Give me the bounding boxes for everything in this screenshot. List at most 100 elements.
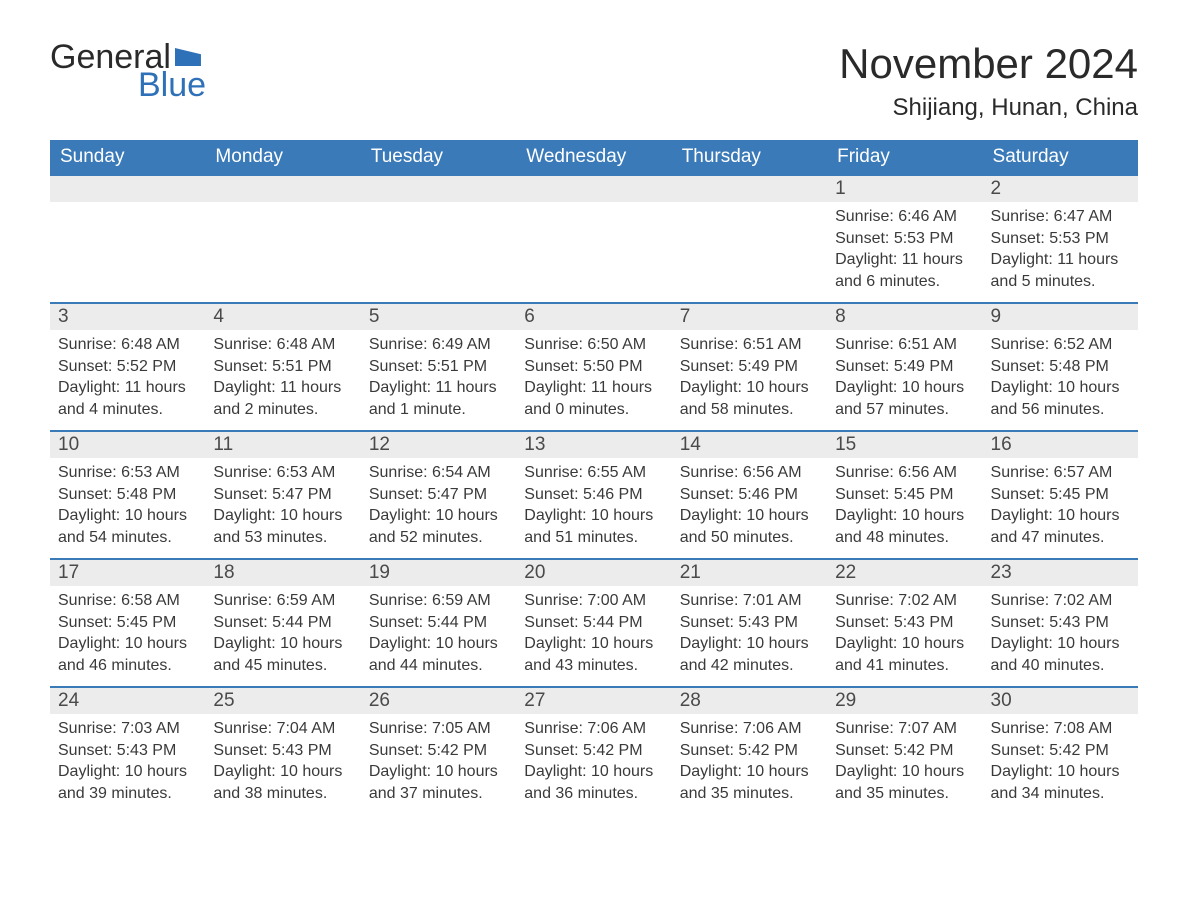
sunrise-line: Sunrise: 6:46 AM: [835, 206, 974, 228]
sunset-line: Sunset: 5:44 PM: [369, 612, 508, 634]
day-body: Sunrise: 6:48 AMSunset: 5:51 PMDaylight:…: [205, 330, 360, 428]
day-body: Sunrise: 6:46 AMSunset: 5:53 PMDaylight:…: [827, 202, 982, 300]
calendar-day-cell: 4Sunrise: 6:48 AMSunset: 5:51 PMDaylight…: [205, 303, 360, 431]
day-number: 14: [672, 432, 827, 458]
sunset-line: Sunset: 5:46 PM: [524, 484, 663, 506]
sunrise-line: Sunrise: 7:06 AM: [680, 718, 819, 740]
day-number: [672, 176, 827, 202]
weekday-header: Saturday: [983, 140, 1138, 175]
calendar-week-row: 1Sunrise: 6:46 AMSunset: 5:53 PMDaylight…: [50, 175, 1138, 303]
day-body: [672, 202, 827, 214]
day-number: [516, 176, 671, 202]
calendar-day-cell: 10Sunrise: 6:53 AMSunset: 5:48 PMDayligh…: [50, 431, 205, 559]
sunset-line: Sunset: 5:49 PM: [680, 356, 819, 378]
sunrise-line: Sunrise: 6:57 AM: [991, 462, 1130, 484]
weekday-header: Wednesday: [516, 140, 671, 175]
sunrise-line: Sunrise: 6:48 AM: [213, 334, 352, 356]
day-number: 6: [516, 304, 671, 330]
sunrise-line: Sunrise: 6:47 AM: [991, 206, 1130, 228]
calendar-day-cell: 20Sunrise: 7:00 AMSunset: 5:44 PMDayligh…: [516, 559, 671, 687]
daylight-line: Daylight: 10 hours and 37 minutes.: [369, 761, 508, 804]
day-number: [50, 176, 205, 202]
sunset-line: Sunset: 5:42 PM: [680, 740, 819, 762]
weekday-header: Tuesday: [361, 140, 516, 175]
calendar-day-cell: 12Sunrise: 6:54 AMSunset: 5:47 PMDayligh…: [361, 431, 516, 559]
calendar-day-cell: 21Sunrise: 7:01 AMSunset: 5:43 PMDayligh…: [672, 559, 827, 687]
day-number: 10: [50, 432, 205, 458]
daylight-line: Daylight: 10 hours and 39 minutes.: [58, 761, 197, 804]
logo: General Blue: [50, 40, 206, 102]
daylight-line: Daylight: 10 hours and 46 minutes.: [58, 633, 197, 676]
day-number: 3: [50, 304, 205, 330]
sunrise-line: Sunrise: 6:54 AM: [369, 462, 508, 484]
calendar-week-row: 24Sunrise: 7:03 AMSunset: 5:43 PMDayligh…: [50, 687, 1138, 815]
day-body: Sunrise: 7:06 AMSunset: 5:42 PMDaylight:…: [672, 714, 827, 812]
calendar-day-cell: 9Sunrise: 6:52 AMSunset: 5:48 PMDaylight…: [983, 303, 1138, 431]
sunrise-line: Sunrise: 6:58 AM: [58, 590, 197, 612]
sunrise-line: Sunrise: 6:48 AM: [58, 334, 197, 356]
daylight-line: Daylight: 11 hours and 6 minutes.: [835, 249, 974, 292]
sunset-line: Sunset: 5:47 PM: [369, 484, 508, 506]
day-body: [50, 202, 205, 214]
daylight-line: Daylight: 11 hours and 4 minutes.: [58, 377, 197, 420]
day-body: Sunrise: 6:51 AMSunset: 5:49 PMDaylight:…: [672, 330, 827, 428]
daylight-line: Daylight: 10 hours and 48 minutes.: [835, 505, 974, 548]
sunset-line: Sunset: 5:48 PM: [58, 484, 197, 506]
calendar-day-cell: 15Sunrise: 6:56 AMSunset: 5:45 PMDayligh…: [827, 431, 982, 559]
sunrise-line: Sunrise: 7:00 AM: [524, 590, 663, 612]
sunrise-line: Sunrise: 7:05 AM: [369, 718, 508, 740]
day-body: Sunrise: 7:02 AMSunset: 5:43 PMDaylight:…: [983, 586, 1138, 684]
day-body: [516, 202, 671, 214]
calendar-day-cell: 1Sunrise: 6:46 AMSunset: 5:53 PMDaylight…: [827, 175, 982, 303]
calendar-table: SundayMondayTuesdayWednesdayThursdayFrid…: [50, 140, 1138, 815]
daylight-line: Daylight: 10 hours and 43 minutes.: [524, 633, 663, 676]
day-body: Sunrise: 7:00 AMSunset: 5:44 PMDaylight:…: [516, 586, 671, 684]
daylight-line: Daylight: 10 hours and 53 minutes.: [213, 505, 352, 548]
day-number: 8: [827, 304, 982, 330]
calendar-day-cell: 5Sunrise: 6:49 AMSunset: 5:51 PMDaylight…: [361, 303, 516, 431]
sunset-line: Sunset: 5:42 PM: [524, 740, 663, 762]
day-body: Sunrise: 6:56 AMSunset: 5:46 PMDaylight:…: [672, 458, 827, 556]
daylight-line: Daylight: 10 hours and 41 minutes.: [835, 633, 974, 676]
day-number: 5: [361, 304, 516, 330]
day-body: Sunrise: 7:06 AMSunset: 5:42 PMDaylight:…: [516, 714, 671, 812]
daylight-line: Daylight: 10 hours and 35 minutes.: [835, 761, 974, 804]
day-number: 9: [983, 304, 1138, 330]
sunset-line: Sunset: 5:52 PM: [58, 356, 197, 378]
day-body: Sunrise: 6:54 AMSunset: 5:47 PMDaylight:…: [361, 458, 516, 556]
day-body: Sunrise: 6:57 AMSunset: 5:45 PMDaylight:…: [983, 458, 1138, 556]
calendar-day-cell: 11Sunrise: 6:53 AMSunset: 5:47 PMDayligh…: [205, 431, 360, 559]
sunset-line: Sunset: 5:42 PM: [369, 740, 508, 762]
day-number: 15: [827, 432, 982, 458]
day-number: 7: [672, 304, 827, 330]
day-body: Sunrise: 7:04 AMSunset: 5:43 PMDaylight:…: [205, 714, 360, 812]
day-body: Sunrise: 6:52 AMSunset: 5:48 PMDaylight:…: [983, 330, 1138, 428]
sunset-line: Sunset: 5:53 PM: [835, 228, 974, 250]
day-number: 20: [516, 560, 671, 586]
day-number: 23: [983, 560, 1138, 586]
day-number: 26: [361, 688, 516, 714]
daylight-line: Daylight: 10 hours and 36 minutes.: [524, 761, 663, 804]
calendar-week-row: 17Sunrise: 6:58 AMSunset: 5:45 PMDayligh…: [50, 559, 1138, 687]
sunrise-line: Sunrise: 7:02 AM: [991, 590, 1130, 612]
daylight-line: Daylight: 10 hours and 52 minutes.: [369, 505, 508, 548]
daylight-line: Daylight: 11 hours and 1 minute.: [369, 377, 508, 420]
calendar-day-cell: 25Sunrise: 7:04 AMSunset: 5:43 PMDayligh…: [205, 687, 360, 815]
weekday-header: Monday: [205, 140, 360, 175]
day-number: 4: [205, 304, 360, 330]
calendar-day-cell: 3 Sunrise: 6:48 AMSunset: 5:52 PMDaylight…: [50, 303, 205, 431]
calendar-day-cell: 16Sunrise: 6:57 AMSunset: 5:45 PMDayligh…: [983, 431, 1138, 559]
sunrise-line: Sunrise: 6:56 AM: [835, 462, 974, 484]
day-body: Sunrise: 6:59 AMSunset: 5:44 PMDaylight:…: [205, 586, 360, 684]
sunset-line: Sunset: 5:43 PM: [58, 740, 197, 762]
calendar-day-cell: 6Sunrise: 6:50 AMSunset: 5:50 PMDaylight…: [516, 303, 671, 431]
header: General Blue November 2024 Shijiang, Hun…: [50, 40, 1138, 122]
logo-flag-icon: [175, 48, 201, 66]
sunrise-line: Sunrise: 6:50 AM: [524, 334, 663, 356]
sunset-line: Sunset: 5:46 PM: [680, 484, 819, 506]
day-body: Sunrise: 6:51 AMSunset: 5:49 PMDaylight:…: [827, 330, 982, 428]
day-number: 11: [205, 432, 360, 458]
daylight-line: Daylight: 10 hours and 35 minutes.: [680, 761, 819, 804]
calendar-day-cell: 13Sunrise: 6:55 AMSunset: 5:46 PMDayligh…: [516, 431, 671, 559]
sunrise-line: Sunrise: 7:08 AM: [991, 718, 1130, 740]
